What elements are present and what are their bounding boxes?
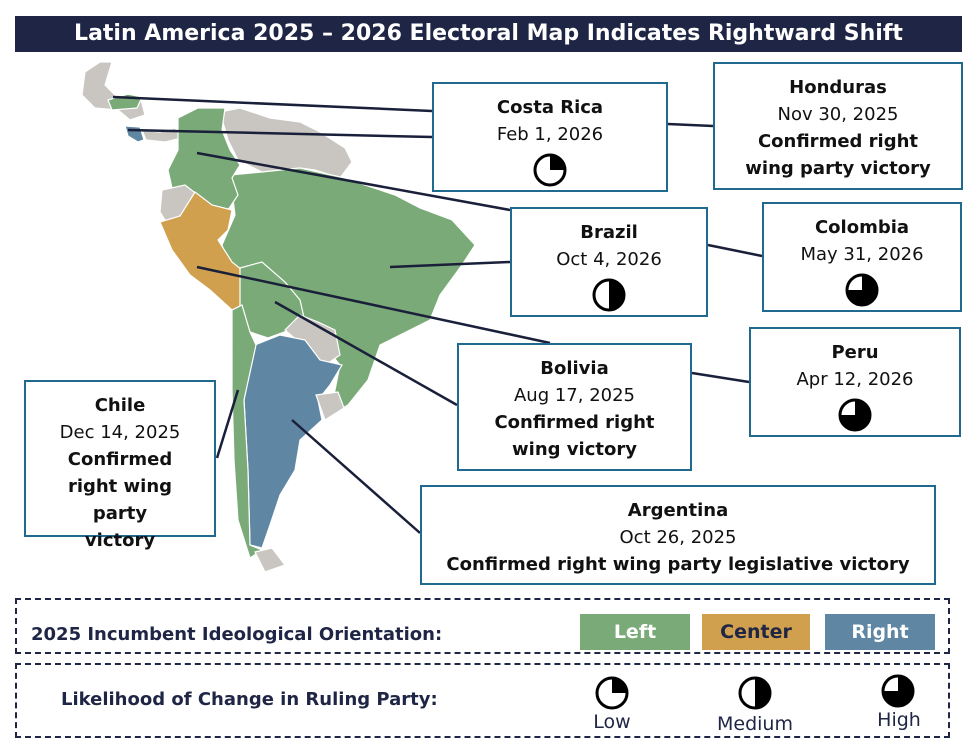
leader-colombia — [196, 151, 511, 212]
callout-peru: Peru Apr 12, 2026 — [749, 327, 961, 437]
country-costa-rica — [124, 125, 145, 143]
harvey-ball-low-icon — [595, 676, 629, 710]
orientation-legend: 2025 Incumbent Ideological Orientation: … — [15, 598, 950, 654]
election-date: Aug 17, 2025 — [513, 385, 636, 406]
country-argentina — [243, 334, 343, 549]
likelihood-medium-label: Medium — [717, 713, 793, 735]
election-date: May 31, 2026 — [800, 244, 924, 265]
harvey-ball-medium-icon — [592, 278, 626, 312]
election-status: Confirmed right wing party legislative v… — [446, 554, 910, 575]
country-name: Chile — [94, 395, 146, 416]
country-name: Bolivia — [540, 358, 609, 379]
harvey-ball-high-icon — [845, 273, 879, 307]
country-peru — [159, 191, 243, 311]
election-date: Nov 30, 2025 — [777, 104, 899, 125]
legend-swatch-left: Left — [580, 614, 690, 650]
country-name: Costa Rica — [496, 97, 604, 118]
country-name: Peru — [831, 342, 879, 363]
leader-peru — [196, 265, 551, 345]
central-america-other — [81, 61, 146, 121]
callout-bolivia: Bolivia Aug 17, 2025 Confirmed right win… — [457, 343, 692, 471]
page-title: Latin America 2025 – 2026 Electoral Map … — [15, 16, 962, 52]
likelihood-legend-label: Likelihood of Change in Ruling Party: — [61, 689, 438, 710]
leader-lines — [112, 95, 763, 534]
election-status: Confirmed right wing victory — [494, 412, 655, 460]
country-name: Honduras — [789, 77, 887, 98]
callout-honduras: Honduras Nov 30, 2025 Confirmed right wi… — [713, 62, 963, 190]
callout-brazil: Brazil Oct 4, 2026 — [510, 207, 708, 317]
election-status: Confirmed right wing party victory — [745, 131, 931, 179]
uruguay-other — [315, 391, 345, 421]
leader-honduras-2 — [667, 122, 714, 128]
election-date: Oct 4, 2026 — [556, 249, 662, 270]
country-chile — [231, 304, 264, 559]
election-date: Dec 14, 2025 — [59, 422, 181, 443]
leader-colombia-2 — [707, 243, 763, 258]
country-name: Colombia — [814, 217, 910, 238]
harvey-ball-low-icon — [533, 153, 567, 187]
leader-costa-rica — [127, 128, 433, 139]
callout-chile: Chile Dec 14, 2025 Confirmed right wing … — [24, 380, 216, 551]
country-name: Brazil — [580, 222, 638, 243]
election-status: Confirmed right wing party victory — [67, 449, 173, 551]
venezuela-guyanas-other — [219, 107, 353, 179]
leader-bolivia — [274, 300, 458, 407]
country-name: Argentina — [627, 500, 729, 521]
leader-argentina — [291, 419, 421, 534]
leader-chile — [215, 389, 240, 459]
tierra-del-fuego-other — [254, 547, 286, 573]
callout-costa-rica: Costa Rica Feb 1, 2026 — [432, 82, 668, 192]
harvey-ball-high-icon — [881, 674, 915, 708]
election-date: Oct 26, 2025 — [619, 527, 737, 548]
leader-brazil — [389, 260, 511, 269]
likelihood-low-label: Low — [593, 711, 631, 733]
callout-colombia: Colombia May 31, 2026 — [762, 202, 962, 312]
legend-swatch-center: Center — [702, 614, 810, 650]
leader-peru-2 — [691, 371, 750, 384]
harvey-ball-medium-icon — [738, 676, 772, 710]
callout-argentina: Argentina Oct 26, 2025 Confirmed right w… — [420, 485, 936, 585]
country-colombia — [167, 107, 241, 211]
likelihood-legend: Likelihood of Change in Ruling Party: Lo… — [15, 663, 950, 738]
election-date: Feb 1, 2026 — [496, 124, 604, 145]
harvey-ball-high-icon — [838, 398, 872, 432]
legend-swatch-right: Right — [825, 614, 935, 650]
leader-honduras — [112, 95, 433, 113]
likelihood-high-label: High — [877, 709, 921, 731]
orientation-legend-label: 2025 Incumbent Ideological Orientation: — [31, 624, 443, 645]
election-date: Apr 12, 2026 — [796, 369, 914, 390]
